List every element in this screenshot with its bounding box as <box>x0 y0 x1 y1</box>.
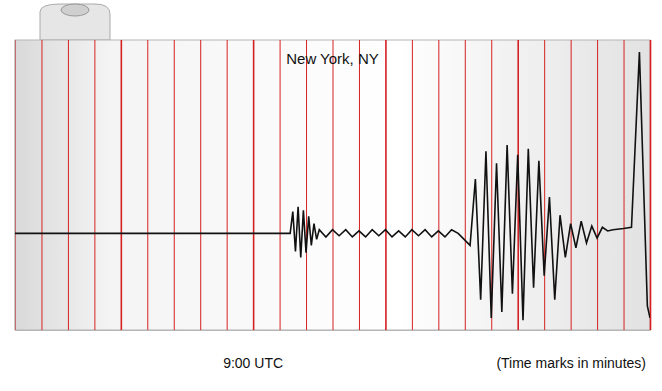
x-axis-line <box>16 40 651 331</box>
tick <box>465 40 466 330</box>
time-mark <box>227 40 228 330</box>
tick <box>385 40 386 330</box>
time-mark <box>121 40 123 330</box>
plot-area <box>15 52 650 320</box>
time-mark <box>41 40 42 330</box>
tick <box>200 40 201 330</box>
tick <box>280 40 281 330</box>
tick <box>597 40 598 330</box>
tick <box>94 40 95 330</box>
tick <box>253 40 254 330</box>
tick <box>544 40 545 330</box>
time-mark <box>253 40 255 330</box>
time-mark <box>412 40 413 330</box>
tick <box>624 40 625 330</box>
tick <box>571 40 572 330</box>
tick <box>650 40 651 330</box>
paper-roll <box>40 4 110 40</box>
paper-roll-end <box>61 4 89 16</box>
tick <box>306 40 307 330</box>
tick <box>121 40 122 330</box>
time-mark <box>597 40 598 330</box>
time-mark <box>94 40 95 330</box>
tick <box>227 40 228 330</box>
title: New York, NY <box>286 50 379 67</box>
time-mark <box>359 40 360 330</box>
tick <box>68 40 69 330</box>
time-mark <box>306 40 307 330</box>
tick <box>412 40 413 330</box>
chart: New York, NY 9:00 UTC (Time marks in minut… <box>0 0 662 391</box>
time-mark <box>333 40 334 330</box>
y-axis-line <box>15 40 16 330</box>
time-mark <box>438 40 439 330</box>
x-axis-title: (Time marks in minutes) <box>496 355 646 371</box>
time-mark <box>650 40 652 330</box>
tick <box>174 40 175 330</box>
time-mark <box>544 40 545 330</box>
time-mark <box>465 40 466 330</box>
time-mark <box>200 40 201 330</box>
seismic-trace <box>15 52 650 320</box>
x-axis <box>16 40 651 331</box>
time-mark <box>174 40 175 330</box>
time-mark <box>147 40 148 330</box>
time-mark <box>15 40 16 330</box>
tick <box>41 40 42 330</box>
time-mark <box>624 40 625 330</box>
time-mark <box>68 40 69 330</box>
time-mark <box>280 40 281 330</box>
time-mark <box>385 40 387 330</box>
annotation: 9:00 UTC <box>223 355 283 371</box>
tick <box>15 40 16 330</box>
tick <box>333 40 334 330</box>
plot-frame <box>15 40 650 330</box>
tick <box>147 40 148 330</box>
tick <box>359 40 360 330</box>
time-mark <box>571 40 572 330</box>
tick <box>438 40 439 330</box>
